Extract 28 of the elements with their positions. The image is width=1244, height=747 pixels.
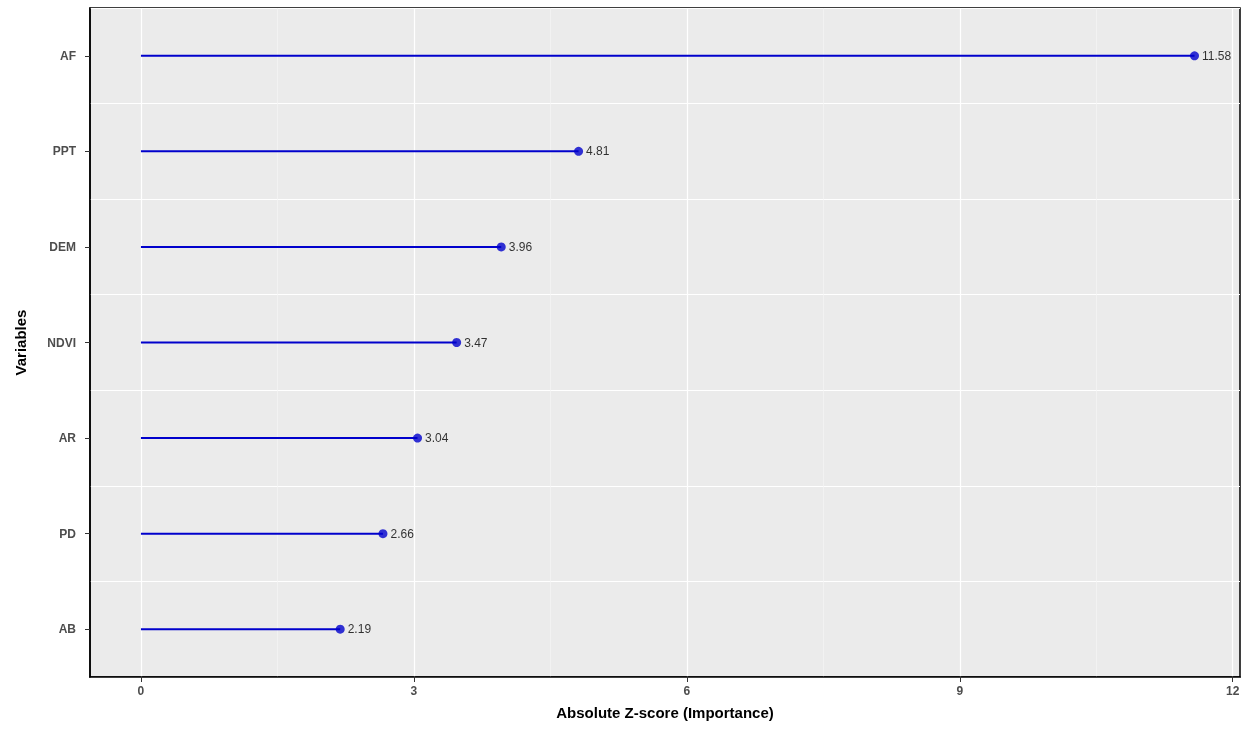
point (378, 529, 388, 539)
point (1190, 51, 1200, 61)
y-axis-title: Variables (12, 309, 29, 376)
point (496, 242, 506, 252)
y-tick-label: PD (59, 526, 77, 541)
y-tick-label: AR (58, 431, 77, 446)
x-axis-title: Absolute Z-score (Importance) (556, 704, 774, 721)
x-tick-label: 6 (683, 684, 691, 698)
data-label: 3.04 (425, 431, 449, 446)
x-tick-label: 3 (410, 684, 418, 698)
y-tick-label: PPT (52, 144, 77, 159)
x-tick-label: 0 (137, 684, 145, 698)
data-label: 3.47 (464, 335, 488, 350)
y-tick-label: AB (58, 622, 77, 637)
point (413, 433, 423, 443)
y-tick-label: AF (60, 48, 76, 63)
data-label: 2.66 (390, 526, 415, 541)
point (452, 338, 462, 347)
y-tick-label: NDVI (47, 335, 76, 350)
x-tick-label: 12 (1226, 684, 1240, 698)
point (335, 624, 345, 634)
data-label: 2.19 (347, 622, 372, 637)
point (574, 146, 584, 156)
x-tick-label: 9 (956, 684, 964, 698)
data-label: 4.81 (586, 144, 610, 159)
data-label: 11.58 (1202, 48, 1232, 63)
y-tick-label: DEM (49, 239, 76, 254)
data-label: 3.96 (508, 239, 533, 254)
